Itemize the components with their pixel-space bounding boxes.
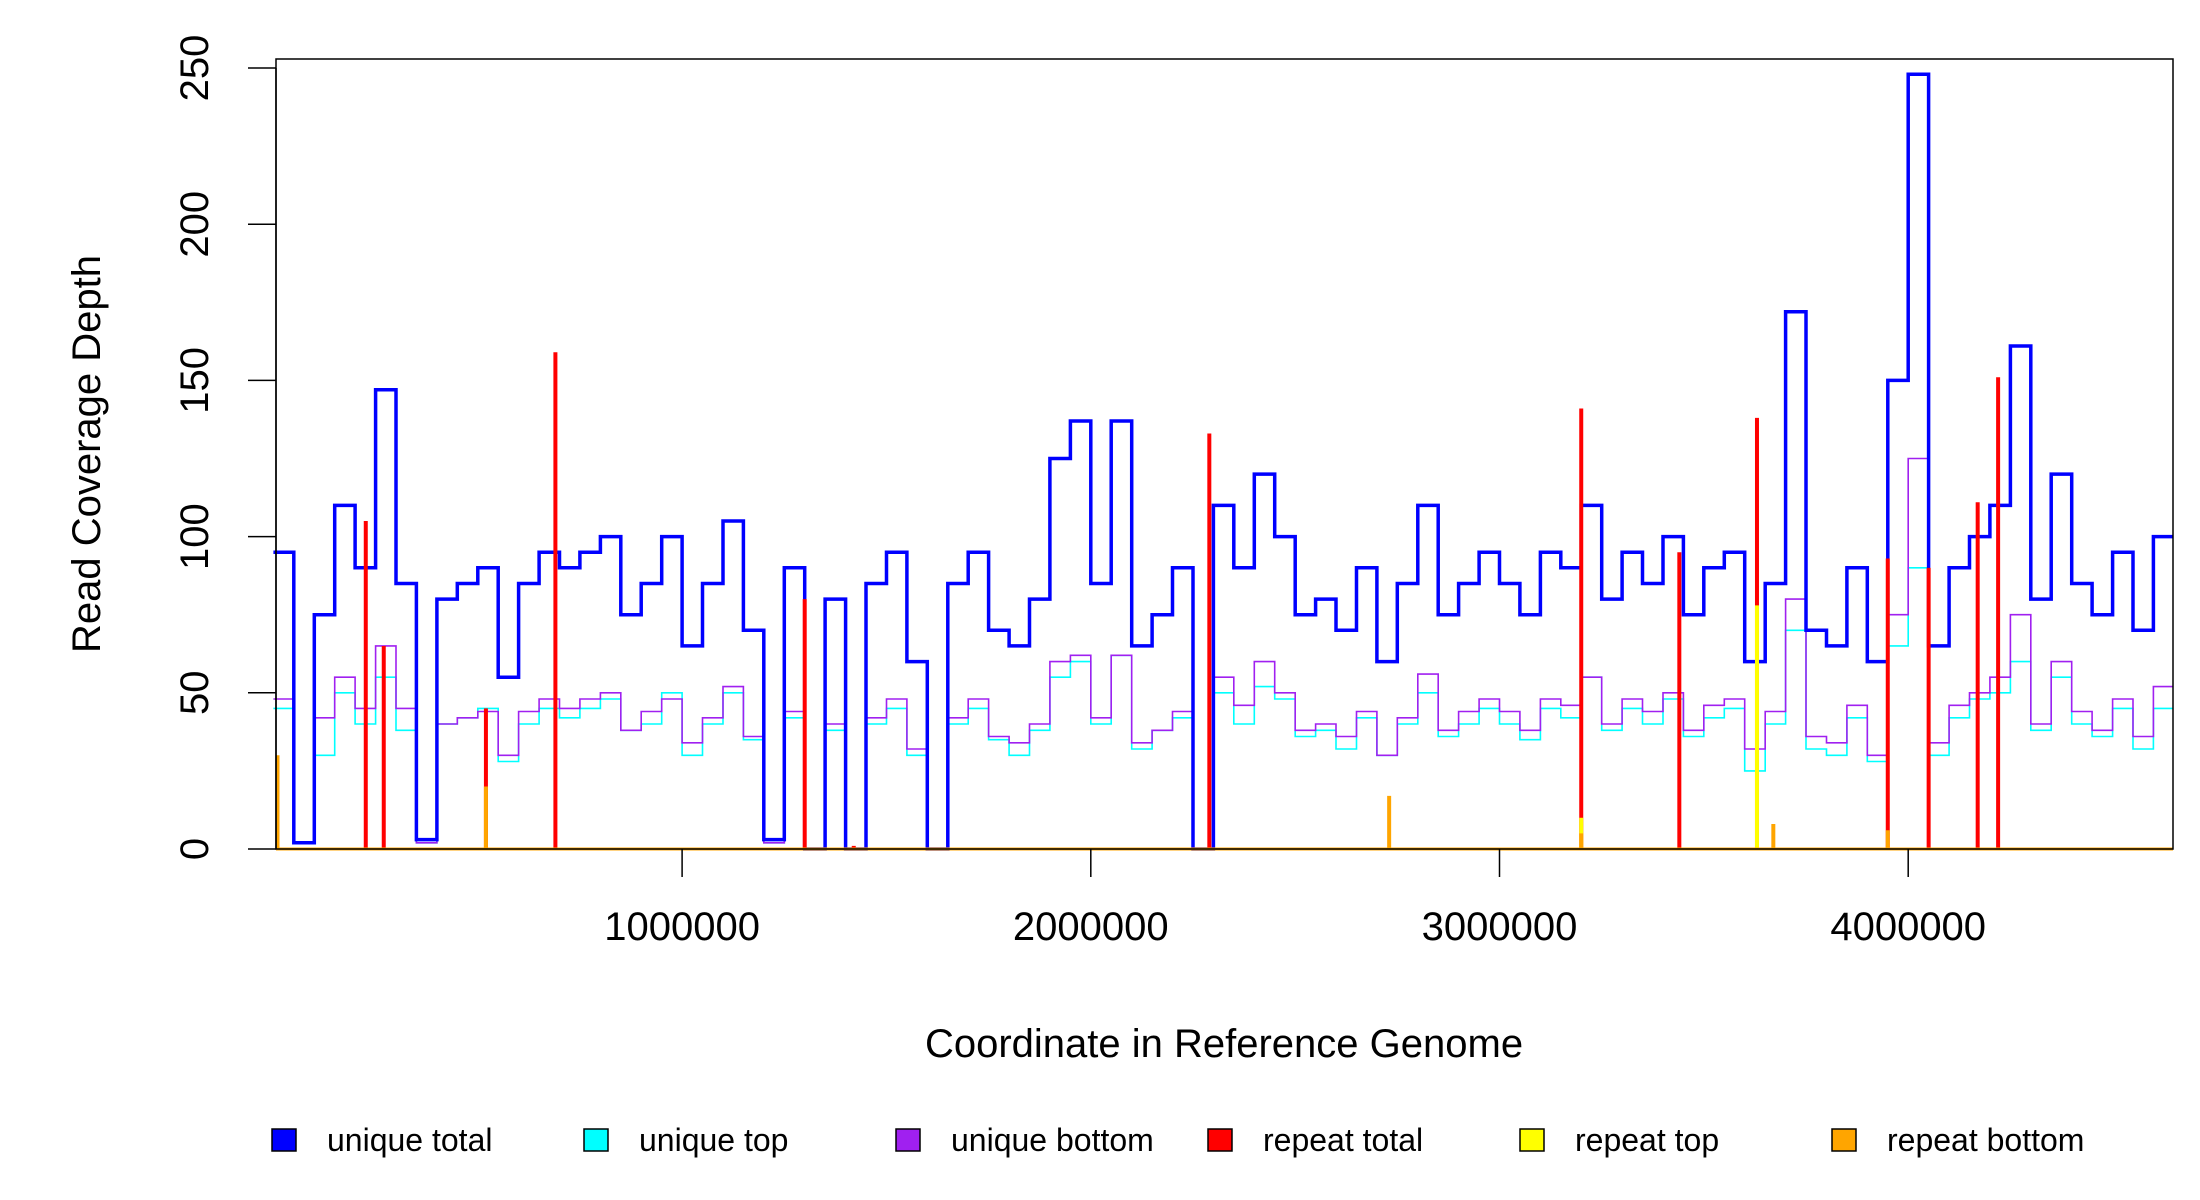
y-tick-label: 200: [173, 191, 217, 258]
legend-swatch: [1831, 1128, 1857, 1152]
x-tick-label: 4000000: [1830, 905, 1986, 949]
legend: unique total unique top unique bottom repea…: [271, 1122, 2084, 1158]
legend-label: repeat total: [1263, 1122, 1423, 1158]
legend-swatch: [1519, 1128, 1545, 1152]
series-line-unique-total: [273, 72, 2173, 851]
legend-label: unique bottom: [951, 1122, 1154, 1158]
legend-swatch: [895, 1128, 921, 1152]
y-tick-label: 0: [173, 838, 217, 860]
legend-item-unique-bottom: unique bottom: [895, 1122, 1154, 1158]
legend-label: repeat bottom: [1887, 1122, 2084, 1158]
y-tick-label: 50: [173, 671, 217, 716]
legend-item-repeat-bottom: repeat bottom: [1831, 1122, 2084, 1158]
y-axis-title: Read Coverage Depth: [65, 255, 109, 653]
x-tick-label: 1000000: [604, 905, 760, 949]
legend-item-repeat-total: repeat total: [1207, 1122, 1423, 1158]
x-axis-title: Coordinate in Reference Genome: [925, 1022, 1523, 1066]
x-tick-label: 2000000: [1013, 905, 1169, 949]
legend-item-repeat-top: repeat top: [1519, 1122, 1719, 1158]
y-tick-label: 250: [173, 35, 217, 102]
y-tick-label: 100: [173, 503, 217, 570]
legend-label: unique total: [327, 1122, 492, 1158]
legend-label: repeat top: [1575, 1122, 1719, 1158]
x-tick-label: 3000000: [1422, 905, 1578, 949]
axes-layer: 1000000 2000000 3000000 4000000 0 50 100 150 200…: [173, 35, 1986, 949]
series-line-unique-bottom: [273, 457, 2173, 850]
legend-swatch: [271, 1128, 297, 1152]
series-layer: [273, 72, 2173, 851]
legend-item-unique-total: unique total: [271, 1122, 492, 1158]
series-line-unique-top: [273, 567, 2173, 850]
legend-swatch: [583, 1128, 609, 1152]
legend-swatch: [1207, 1128, 1233, 1152]
y-tick-label: 150: [173, 347, 217, 414]
legend-label: unique top: [639, 1122, 788, 1158]
legend-item-unique-top: unique top: [583, 1122, 788, 1158]
